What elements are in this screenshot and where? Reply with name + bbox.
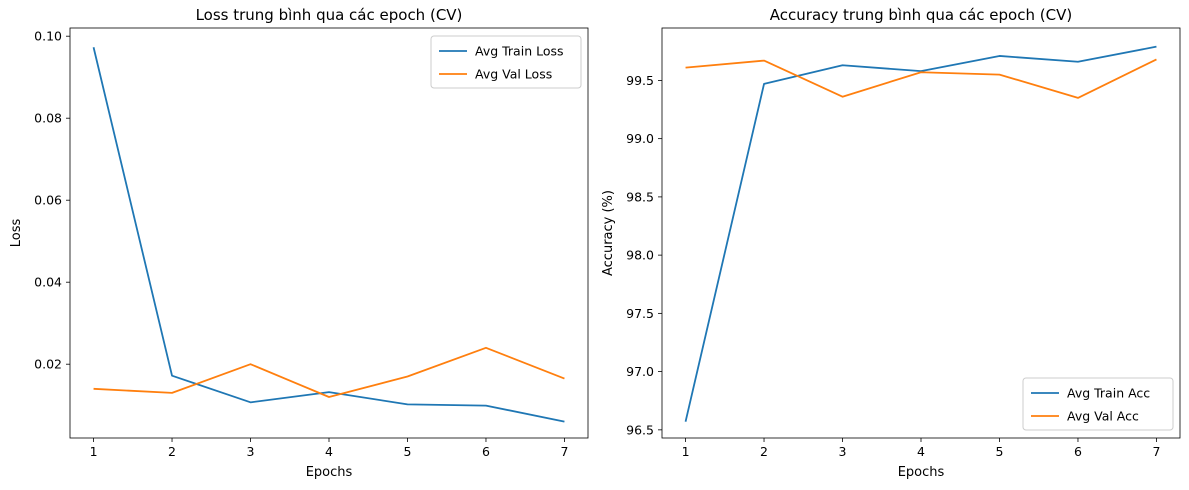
accuracy-y-tick-label: 96.5 (626, 422, 654, 437)
accuracy-y-tick-label: 98.0 (626, 248, 654, 263)
accuracy-chart: 1 2 3 4 5 6 7 96.5 97.0 97.5 98.0 98.5 99.0 99.5 Accu… (601, 6, 1181, 480)
accuracy-x-tick-label: 4 (917, 444, 925, 459)
loss-x-tick-label: 3 (247, 444, 255, 459)
loss-x-tick-label: 1 (90, 444, 98, 459)
loss-chart-title: Loss trung bình qua các epoch (CV) (196, 6, 463, 24)
accuracy-legend-label: Avg Train Acc (1067, 386, 1150, 401)
loss-legend-label: Avg Val Loss (475, 67, 552, 82)
accuracy-y-tick-label: 98.5 (626, 189, 654, 204)
loss-legend-label: Avg Train Loss (475, 44, 564, 59)
loss-y-axis-label: Loss (9, 219, 24, 248)
loss-legend-box (430, 35, 582, 89)
loss-x-tick-label: 7 (560, 444, 568, 459)
loss-x-tick-label: 6 (482, 444, 490, 459)
accuracy-chart-title: Accuracy trung bình qua các epoch (CV) (770, 6, 1072, 24)
loss-chart: 1 2 3 4 5 6 7 0.02 0.04 0.06 0.08 0.10 Loss trung b… (9, 6, 589, 480)
accuracy-series-line-train (684, 45, 1157, 422)
accuracy-x-tick-label: 2 (760, 444, 768, 459)
accuracy-plot-frame (661, 27, 1181, 439)
loss-y-tick-label: 0.08 (34, 111, 62, 126)
loss-legend: Avg Train Loss Avg Val Loss (430, 35, 582, 89)
accuracy-legend-label: Avg Val Acc (1067, 409, 1139, 424)
loss-plot-frame (69, 27, 589, 439)
accuracy-y-tick-label: 99.0 (626, 131, 654, 146)
accuracy-y-tick-label: 99.5 (626, 73, 654, 88)
accuracy-x-tick-label: 3 (839, 444, 847, 459)
accuracy-y-tick-label: 97.0 (626, 364, 654, 379)
loss-x-axis-label: Epochs (306, 465, 353, 480)
loss-y-tick-label: 0.02 (34, 357, 62, 372)
accuracy-y-axis-label: Accuracy (%) (601, 190, 616, 276)
loss-x-tick-label: 2 (168, 444, 176, 459)
accuracy-x-axis-label: Epochs (898, 465, 945, 480)
loss-y-tick-label: 0.06 (34, 193, 62, 208)
loss-x-tick-label: 4 (325, 444, 333, 459)
accuracy-legend: Avg Train Acc Avg Val Acc (1022, 377, 1174, 431)
loss-series-line-val (93, 346, 565, 398)
loss-series-line-train (92, 47, 565, 423)
accuracy-x-tick-label: 6 (1074, 444, 1082, 459)
accuracy-y-tick-label: 97.5 (626, 306, 654, 321)
accuracy-legend-box (1022, 377, 1174, 431)
accuracy-x-tick-label: 5 (996, 444, 1004, 459)
accuracy-series-line-val (685, 58, 1157, 99)
loss-y-tick-label: 0.10 (34, 29, 62, 44)
loss-x-tick-label: 5 (404, 444, 412, 459)
accuracy-x-tick-label: 1 (682, 444, 690, 459)
loss-y-tick-label: 0.04 (34, 275, 62, 290)
accuracy-x-tick-label: 7 (1152, 444, 1160, 459)
